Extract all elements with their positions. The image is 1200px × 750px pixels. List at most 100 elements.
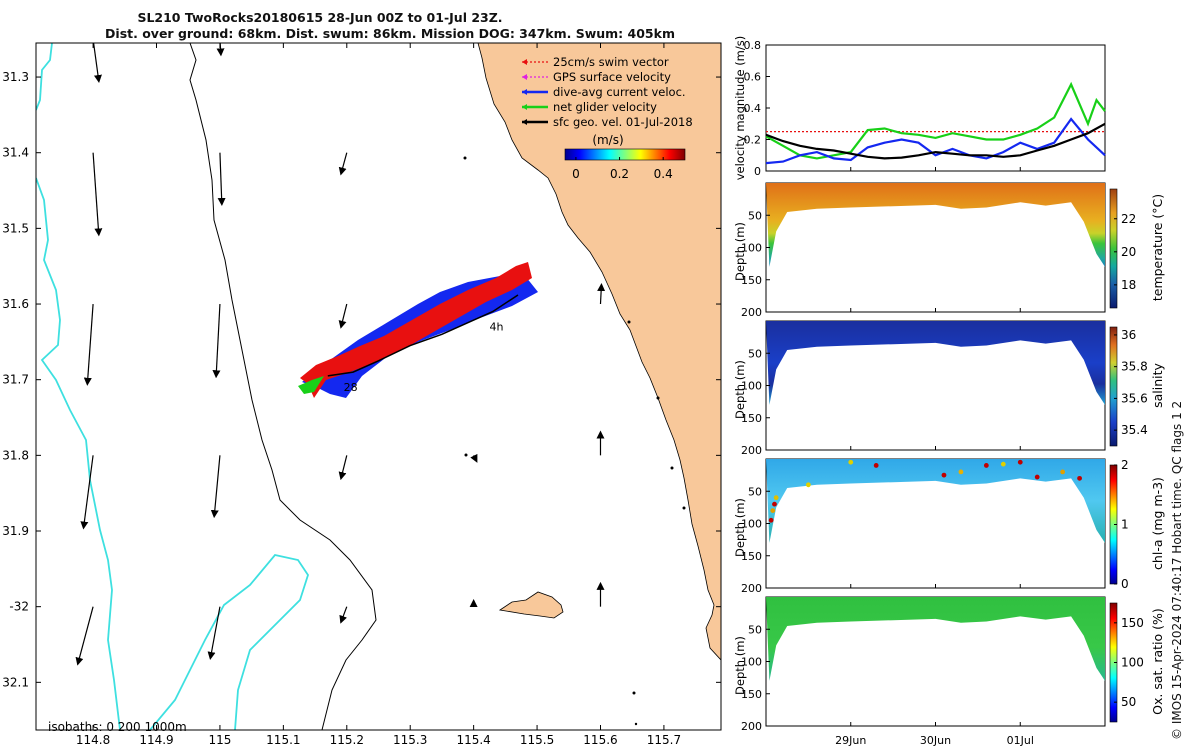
chla-y-tick-label: 50 xyxy=(748,485,762,498)
velocity-panel: 0 0.2 0.4 0.6 0.8 velocity magnitude (m/s) xyxy=(733,36,1106,181)
isobath-200m xyxy=(189,43,377,730)
velocity-y-tick-label: 0.2 xyxy=(744,134,762,147)
chla-point xyxy=(773,495,779,501)
time-x-tick-label: 01Jul xyxy=(1007,734,1034,747)
salinity-ylabel: Depth (m) xyxy=(733,360,747,419)
isobath-0m xyxy=(36,43,309,730)
map-y-tick-label: 31.6 xyxy=(2,297,29,311)
oxygen-data-region xyxy=(766,597,1105,681)
time-x-tick-label: 30Jun xyxy=(920,734,951,747)
temperature-colorbar xyxy=(1109,188,1118,309)
salinity-colorbar-tick-label: 35.8 xyxy=(1121,360,1148,374)
chla-point xyxy=(848,459,854,465)
imos-credit: © IMOS 15-Apr-2024 07:40:17 Hobart time.… xyxy=(1170,400,1184,740)
map-y-tick-label: 31.8 xyxy=(2,448,29,462)
temperature-y-tick-label: 150 xyxy=(741,274,762,287)
map-y-axis: 31.3 31.4 31.5 31.6 31.7 31.8 31.9 -32 32.1 xyxy=(2,70,721,689)
temperature-colorbar-tick-label: 20 xyxy=(1121,245,1136,259)
surface-velocity-arrow xyxy=(92,152,103,237)
chla-y-tick-label: 100 xyxy=(741,518,762,531)
map-x-tick-label: 115 xyxy=(208,733,231,747)
velocity-y-tick-label: 0.8 xyxy=(744,39,762,52)
surface-velocity-arrow xyxy=(83,303,94,386)
surface-velocity-arrow xyxy=(75,606,94,666)
reef-markers xyxy=(463,156,686,726)
surface-velocity-arrow xyxy=(210,455,221,519)
oxygen-colorbar-tick-label: 100 xyxy=(1121,656,1144,670)
surface-velocity-arrow xyxy=(80,455,94,530)
velocity-y-axis: 0 0.2 0.4 0.6 0.8 xyxy=(744,39,1021,178)
velocity-y-tick-label: 0.6 xyxy=(744,71,762,84)
surface-velocity-arrow xyxy=(207,606,221,660)
chla-point xyxy=(1000,461,1006,467)
surface-velocity-arrow xyxy=(339,606,348,624)
velocity-series-line xyxy=(765,117,1106,165)
chla-point xyxy=(768,517,774,523)
swim-vector-patch xyxy=(300,262,532,398)
oxygen-colorbar-tick-label: 50 xyxy=(1121,695,1136,709)
map-x-tick-label: 115.6 xyxy=(583,733,617,747)
oxygen-colorbar-label: Ox. sat. ratio (%) xyxy=(1150,608,1165,715)
chart-title-line2: Dist. over ground: 68km. Dist. swum: 86k… xyxy=(105,26,675,41)
oxygen-y-tick-label: 150 xyxy=(741,688,762,701)
chla-point xyxy=(770,508,776,513)
salinity-colorbar-tick-label: 35.6 xyxy=(1121,391,1148,405)
velocity-series-line xyxy=(765,122,1106,160)
map-x-tick-label: 115.4 xyxy=(456,733,490,747)
colorbar-gradient xyxy=(564,148,686,161)
oxygen-ylabel: Depth (m) xyxy=(733,636,747,695)
colorbar-label: (m/s) xyxy=(592,133,623,147)
chla-data-region xyxy=(766,459,1105,543)
chla-high-points xyxy=(768,459,1082,523)
velocity-ylabel: velocity magnitude (m/s) xyxy=(733,36,747,181)
salinity-colorbar-tick-label: 36 xyxy=(1121,328,1136,342)
surface-velocity-arrow xyxy=(217,152,226,207)
surface-velocity-vectors xyxy=(75,43,606,666)
track-annotation-28: 28 xyxy=(344,381,358,394)
temperature-colorbar-label: temperature (°C) xyxy=(1150,194,1165,301)
chla-ylabel: Depth (m) xyxy=(733,498,747,557)
temperature-data-region xyxy=(766,183,1105,267)
chla-y-tick-label: 150 xyxy=(741,550,762,563)
salinity-y-tick-label: 200 xyxy=(741,444,762,457)
surface-velocity-arrow xyxy=(212,303,221,379)
salinity-y-tick-label: 100 xyxy=(741,380,762,393)
glider-track-line xyxy=(327,294,519,377)
chart-title-line1: SL210 TwoRocks20180615 28-Jun 00Z to 01-… xyxy=(137,10,503,25)
chla-point xyxy=(1034,474,1040,480)
legend-arrowhead xyxy=(522,104,527,110)
time-x-axis: 29Jun 30Jun 01Jul xyxy=(835,734,1034,747)
chla-point xyxy=(772,501,777,507)
temperature-ylabel: Depth (m) xyxy=(733,222,747,281)
legend-label: GPS surface velocity xyxy=(553,70,671,84)
surface-velocity-arrow xyxy=(92,43,102,83)
map-y-tick-label: 31.3 xyxy=(2,70,29,84)
isobath-label: isobaths: 0 200 1000m xyxy=(48,720,187,734)
chla-point xyxy=(873,463,879,468)
chla-colorbar-tick-label: 1 xyxy=(1121,518,1129,532)
legend-arrowhead xyxy=(522,74,527,80)
salinity-data-region xyxy=(766,321,1105,405)
surface-velocity-arrow xyxy=(338,455,348,481)
legend-label: 25cm/s swim vector xyxy=(553,55,669,69)
temperature-colorbar-tick-label: 22 xyxy=(1121,212,1136,226)
velocity-series xyxy=(765,81,1106,165)
map-x-axis: 114.8 114.9 115 115.1 115.2 115.3 115.4 115.5 11… xyxy=(76,43,681,747)
net-velocity-patch xyxy=(298,376,324,394)
legend-arrowhead xyxy=(522,119,527,125)
salinity-colorbar-label: salinity xyxy=(1150,362,1165,407)
colorbar-ticks: 0 0.2 0.4 xyxy=(572,157,673,181)
chla-point xyxy=(1060,469,1066,475)
velocity-y-tick-label: 0 xyxy=(754,165,761,178)
map-y-tick-label: 31.4 xyxy=(2,146,29,160)
legend-arrowhead xyxy=(522,59,527,65)
colorbar-tick-label: 0.4 xyxy=(654,167,673,181)
velocity-series-line xyxy=(765,81,1106,160)
temperature-panel: 50 100 150 200 Depth (m) 18 20 22 temperature (°… xyxy=(733,182,1165,319)
velocity-y-tick-label: 0.4 xyxy=(744,102,762,115)
glider-track-group xyxy=(298,262,538,398)
map-y-tick-label: 31.9 xyxy=(2,524,29,538)
